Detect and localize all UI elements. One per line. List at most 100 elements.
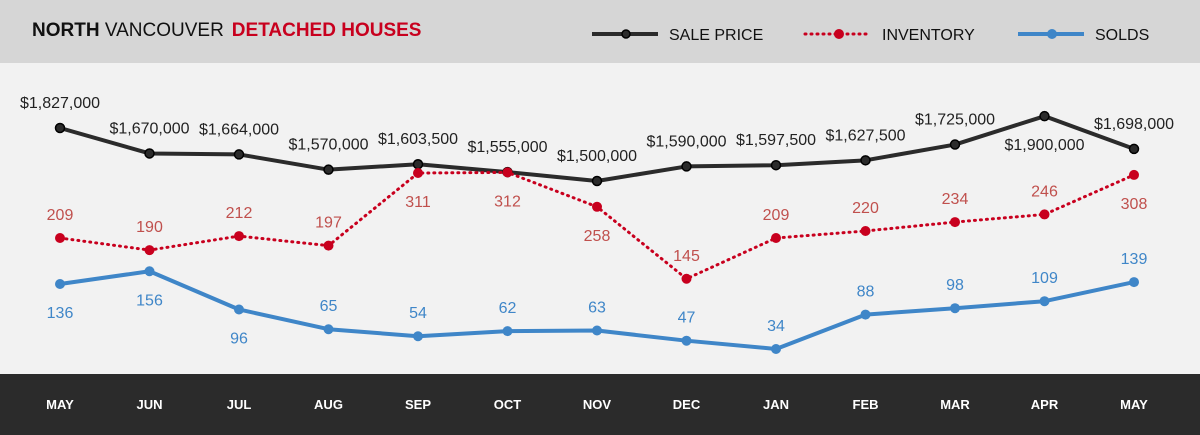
data-label: 197 <box>315 215 342 232</box>
legend-marker <box>1047 29 1057 39</box>
data-label: 98 <box>946 277 964 294</box>
data-point <box>771 233 781 243</box>
data-label: 308 <box>1121 196 1148 213</box>
title-bold: NORTH <box>32 20 100 41</box>
data-label: 139 <box>1121 251 1148 268</box>
x-tick-label: SEP <box>405 397 431 412</box>
data-label: 96 <box>230 330 248 347</box>
legend-item: INVENTORY <box>803 27 975 44</box>
data-label: $1,827,000 <box>20 95 100 112</box>
data-point <box>1039 110 1050 122</box>
data-label: $1,725,000 <box>915 112 995 129</box>
legend-label: INVENTORY <box>882 27 975 44</box>
series-sale-price: $1,827,000 $1,670,000 $1,664,000 $1,570,000… <box>20 95 1174 187</box>
x-tick-label: MAR <box>940 397 970 412</box>
data-point <box>592 201 602 212</box>
title-regular: VANCOUVER <box>104 20 224 41</box>
x-tick-label: MAY <box>1120 397 1148 412</box>
chart-header: NORTH VANCOUVER DETACHED HOUSES <box>0 0 1200 63</box>
data-label: 312 <box>494 193 521 210</box>
x-tick-label: DEC <box>673 397 701 412</box>
data-point <box>323 240 334 251</box>
x-tick-label: FEB <box>853 397 879 412</box>
data-point <box>55 279 65 289</box>
data-point <box>413 168 423 179</box>
legend-marker <box>621 29 631 39</box>
data-label: $1,698,000 <box>1094 116 1174 133</box>
data-point <box>681 273 692 284</box>
data-point <box>234 304 244 315</box>
data-point <box>234 231 244 242</box>
data-label: 63 <box>588 300 606 317</box>
data-point <box>502 167 513 178</box>
data-point <box>502 326 513 337</box>
data-label: 234 <box>942 191 969 208</box>
legend-label: SOLDS <box>1095 27 1149 44</box>
x-axis-bar <box>0 374 1200 435</box>
data-point <box>1128 143 1140 155</box>
data-label: $1,555,000 <box>467 139 547 156</box>
series-solds: 136 156 96 65 54 62 63 47 34 88 98 109 139 <box>47 251 1148 354</box>
x-tick-label: NOV <box>583 397 612 412</box>
data-point <box>860 155 871 166</box>
data-label: $1,597,500 <box>736 132 816 149</box>
data-label: $1,570,000 <box>288 137 368 154</box>
data-point <box>323 164 334 175</box>
data-point <box>233 149 245 160</box>
legend-marker <box>834 29 844 39</box>
data-point <box>770 159 782 171</box>
x-tick-label: OCT <box>494 397 522 412</box>
data-label: $1,500,000 <box>557 148 637 165</box>
data-point <box>413 331 423 342</box>
data-label: $1,670,000 <box>109 120 189 137</box>
data-point <box>950 217 960 228</box>
data-point <box>144 266 155 277</box>
data-point <box>55 233 65 243</box>
data-point <box>323 324 334 335</box>
chart-subtitle: DETACHED HOUSES <box>231 20 422 41</box>
data-point <box>592 325 602 336</box>
series-inventory: 209 190 212 197 311 312 258 145 209 220 234 246 308 <box>47 167 1148 284</box>
data-label: 246 <box>1031 183 1058 200</box>
data-point <box>591 175 603 187</box>
data-label: 88 <box>857 284 875 301</box>
series-line <box>58 170 1136 281</box>
data-point <box>54 122 66 134</box>
data-point <box>681 161 692 172</box>
data-point <box>1129 169 1139 180</box>
data-label: 65 <box>320 298 338 315</box>
data-point <box>144 245 155 256</box>
data-label: 156 <box>136 292 163 309</box>
x-tick-label: JUL <box>227 397 252 412</box>
legend-label: SALE PRICE <box>669 27 763 44</box>
data-label: $1,590,000 <box>646 133 726 150</box>
data-point <box>412 158 424 170</box>
data-label: $1,627,500 <box>825 127 905 144</box>
legend-item: SALE PRICE <box>592 27 763 44</box>
data-label: 212 <box>226 205 253 222</box>
x-tick-label: MAY <box>46 397 74 412</box>
legend-item: SOLDS <box>1018 27 1149 44</box>
data-point <box>950 303 960 314</box>
data-point <box>860 309 871 320</box>
data-point <box>949 139 961 150</box>
data-label: 34 <box>767 318 785 335</box>
data-point <box>1039 209 1050 220</box>
data-point <box>1129 277 1139 288</box>
chart-title: NORTH VANCOUVER DETACHED HOUSES <box>32 20 421 42</box>
data-point <box>144 148 155 159</box>
x-tick-label: JUN <box>136 397 162 412</box>
data-label: 136 <box>47 305 74 322</box>
data-label: 209 <box>47 207 74 224</box>
data-label: 145 <box>673 248 700 265</box>
x-tick-label: JAN <box>763 397 789 412</box>
x-tick-label: APR <box>1031 397 1059 412</box>
data-label: 209 <box>763 207 790 224</box>
data-label: $1,900,000 <box>1004 137 1084 154</box>
data-point <box>860 225 871 236</box>
data-label: $1,664,000 <box>199 121 279 138</box>
data-point <box>1039 296 1050 307</box>
x-tick-label: AUG <box>314 397 343 412</box>
data-label: 220 <box>852 200 879 217</box>
